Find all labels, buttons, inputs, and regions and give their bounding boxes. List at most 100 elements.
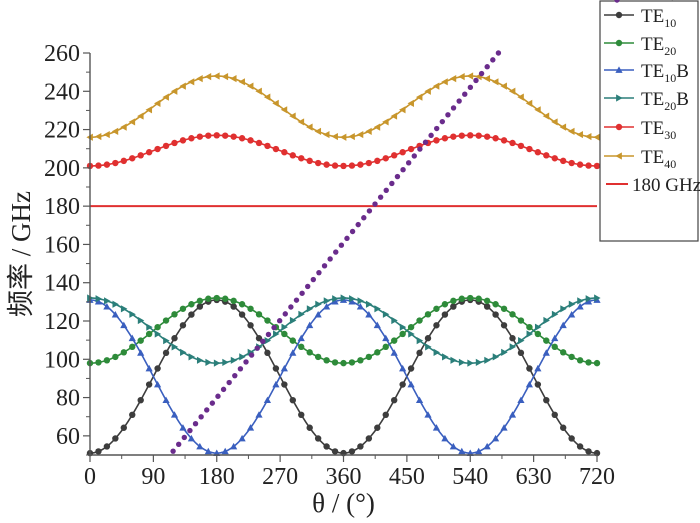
series-point <box>560 424 567 431</box>
series-point <box>95 448 102 455</box>
series-point <box>187 78 195 86</box>
series-point <box>501 348 508 356</box>
series-point <box>593 133 600 141</box>
series-point <box>255 139 263 147</box>
axes <box>83 52 598 462</box>
series-point <box>238 135 246 142</box>
series-point <box>120 305 128 313</box>
series-point <box>145 106 153 114</box>
beam-point <box>192 421 199 427</box>
series-point <box>382 118 389 126</box>
series-point <box>551 155 558 162</box>
beam-point <box>417 146 423 152</box>
series-point <box>526 330 533 338</box>
series-point <box>568 159 575 167</box>
x-tick-label: 450 <box>389 464 425 490</box>
series-point <box>407 365 415 372</box>
series-point <box>196 133 204 140</box>
beam-point <box>204 407 210 413</box>
series-point <box>314 353 322 361</box>
series-point <box>238 301 246 308</box>
series-point <box>483 297 491 305</box>
beam-point <box>355 221 361 228</box>
series-point <box>145 364 153 372</box>
series-point <box>382 310 390 318</box>
series-point <box>432 424 441 431</box>
series-point <box>103 130 110 139</box>
series-point <box>449 442 457 450</box>
x-tick-label: 180 <box>199 464 235 490</box>
legend-label: TE10B <box>641 61 689 85</box>
beam-point <box>226 379 232 386</box>
series-point <box>280 364 288 372</box>
series-point <box>230 356 238 364</box>
series-point <box>323 443 330 450</box>
series-point <box>230 303 237 310</box>
legend-swatch <box>615 66 623 73</box>
beam-point <box>316 269 322 276</box>
series-point <box>221 447 229 455</box>
series-point <box>213 294 220 302</box>
series-point <box>289 152 296 159</box>
series-point <box>255 411 263 418</box>
legend-item-te10b: TE10B <box>604 61 689 85</box>
series-point <box>551 310 559 318</box>
legend-item-line180: 180 GHz <box>606 175 700 196</box>
series-point <box>145 330 153 338</box>
series-point <box>407 145 415 153</box>
series-point <box>154 145 161 153</box>
beam-point <box>405 160 412 166</box>
series-point <box>526 145 533 153</box>
series-point <box>483 442 491 450</box>
series-point <box>390 349 398 356</box>
series-point <box>416 337 424 345</box>
series-point <box>518 337 525 345</box>
series-point <box>517 142 525 150</box>
beam-point <box>495 50 502 56</box>
y-tick-label: 60 <box>56 424 80 450</box>
series-point <box>306 157 313 165</box>
series-point <box>458 447 466 455</box>
series-point <box>415 396 424 404</box>
beam-point <box>383 187 389 194</box>
series-point <box>483 75 491 83</box>
series-point <box>163 337 170 345</box>
series-point <box>112 159 119 167</box>
series-point <box>103 443 111 450</box>
beam-point <box>484 64 490 70</box>
series-point <box>390 112 398 120</box>
series-point <box>517 396 525 404</box>
series-point <box>568 127 575 135</box>
series-point <box>399 330 406 338</box>
series-point <box>348 132 355 141</box>
series-point <box>542 349 550 356</box>
series-point <box>517 317 525 324</box>
series-point <box>128 118 136 126</box>
series-point <box>196 356 204 364</box>
series-point <box>314 435 322 442</box>
series-point <box>348 298 356 305</box>
series-point <box>568 435 575 442</box>
series-point <box>340 162 347 170</box>
series-point <box>415 93 423 101</box>
series-point <box>576 443 584 450</box>
legend-swatch <box>615 123 623 131</box>
series-point <box>196 442 204 450</box>
series-point <box>585 448 592 455</box>
series-point <box>331 448 339 455</box>
series-point <box>500 305 508 312</box>
series-point <box>162 396 170 404</box>
series-point <box>230 297 237 305</box>
beam-point <box>232 372 238 379</box>
series-point <box>559 123 567 131</box>
series-point <box>551 334 559 342</box>
series-point <box>441 311 449 318</box>
series-point <box>315 300 322 308</box>
series-point <box>272 99 279 107</box>
series-point <box>179 137 187 144</box>
series-point <box>112 435 119 442</box>
series-point <box>238 434 246 442</box>
beam-point <box>333 249 339 255</box>
series-point <box>95 162 102 169</box>
legend-swatch <box>615 152 622 160</box>
